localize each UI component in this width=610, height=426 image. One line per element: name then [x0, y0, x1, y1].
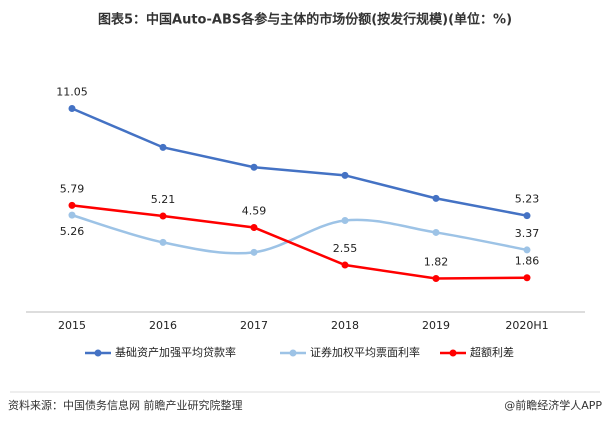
point [250, 163, 258, 171]
x-tick-label: 2017 [240, 319, 268, 332]
data-label: 5.26 [60, 225, 85, 238]
x-tick-label: 2015 [58, 319, 86, 332]
point [341, 171, 349, 179]
legend-label: 证券加权平均票面利率 [310, 345, 420, 359]
x-tick-label: 2016 [149, 319, 177, 332]
legend-marker [289, 349, 297, 357]
x-tick-label: 2019 [422, 319, 450, 332]
point [159, 238, 167, 246]
point [523, 212, 531, 220]
legend-label: 超额利差 [470, 345, 514, 359]
data-label: 2.55 [333, 242, 358, 255]
data-label: 1.82 [424, 255, 449, 268]
chart-title: 图表5：中国Auto-ABS各参与主体的市场份额(按发行规模)(单位：%) [98, 12, 512, 28]
x-tick-label: 2020H1 [505, 319, 548, 332]
point [250, 223, 258, 231]
data-label: 3.37 [515, 227, 540, 240]
point [432, 228, 440, 236]
point [250, 248, 258, 256]
x-tick-label: 2018 [331, 319, 359, 332]
point [341, 216, 349, 224]
legend-marker [449, 349, 457, 357]
data-label: 5.23 [515, 193, 540, 206]
series-line [71, 204, 528, 280]
point [68, 201, 76, 209]
data-label: 5.79 [60, 182, 85, 195]
point [341, 261, 349, 269]
source: 资料来源：中国债务信息网 前瞻产业研究院整理 [8, 398, 243, 412]
point [68, 211, 76, 219]
point [68, 104, 76, 112]
series-line [71, 107, 528, 217]
data-label: 5.21 [151, 193, 176, 206]
point [159, 143, 167, 151]
point [432, 194, 440, 202]
series-line [71, 213, 528, 255]
legend-label: 基础资产加强平均贷款率 [115, 345, 236, 359]
data-label: 1.86 [515, 255, 540, 268]
point [432, 274, 440, 282]
point [159, 212, 167, 220]
data-label: 11.05 [56, 85, 88, 98]
point [523, 274, 531, 282]
brand: @前瞻经济学人APP [504, 398, 602, 412]
data-label: 4.59 [242, 204, 267, 217]
legend-marker [94, 349, 102, 357]
point [523, 246, 531, 254]
